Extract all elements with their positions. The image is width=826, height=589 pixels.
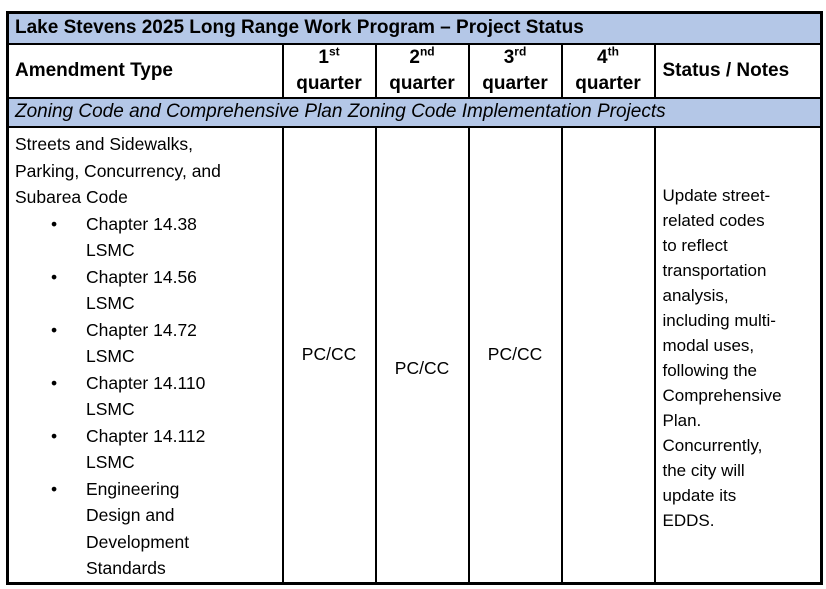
list-item: • Engineering Design and Development Stan…: [15, 476, 280, 582]
bullet-item-text: Chapter 14.112 LSMC: [86, 425, 206, 473]
project-row: Streets and Sidewalks, Parking, Concurre…: [6, 126, 823, 584]
list-item: • Chapter 14.38 LSMC: [15, 211, 280, 264]
quarter-3-word: quarter: [482, 73, 548, 94]
quarter-1-cell: PC/CC: [281, 126, 377, 584]
quarter-1-word: quarter: [296, 73, 362, 94]
quarter-3-ordinal: 3rd: [503, 44, 527, 68]
status-notes-text: Update street- related codes to reflect …: [662, 185, 782, 530]
list-item: • Chapter 14.110 LSMC: [15, 370, 280, 423]
list-item: • Chapter 14.112 LSMC: [15, 423, 280, 476]
quarter-4-ordinal: 4th: [597, 44, 619, 68]
list-item: • Chapter 14.56 LSMC: [15, 264, 280, 317]
bullet-icon: •: [51, 266, 58, 287]
bullet-item-text: Engineering Design and Development Stand…: [86, 478, 190, 579]
quarter-4-cell: [560, 126, 656, 584]
col-header-amendment-type: Amendment Type: [6, 43, 284, 99]
bullet-icon: •: [51, 372, 58, 393]
table-title: Lake Stevens 2025 Long Range Work Progra…: [6, 11, 823, 45]
section-header-row: Zoning Code and Comprehensive Plan Zonin…: [6, 97, 823, 128]
bullet-item-text: Chapter 14.72 LSMC: [86, 319, 197, 367]
quarter-4-word: quarter: [575, 73, 641, 94]
col-header-quarter-3: 3rd quarter: [467, 43, 563, 99]
bullet-icon: •: [51, 213, 58, 234]
col-header-quarter-1: 1st quarter: [281, 43, 377, 99]
col-header-status-notes: Status / Notes: [653, 43, 823, 99]
quarter-3-cell: PC/CC: [467, 126, 563, 584]
quarter-2-ordinal: 2nd: [409, 44, 435, 68]
amendment-type-cell: Streets and Sidewalks, Parking, Concurre…: [6, 126, 284, 584]
quarter-2-cell: PC/CC: [374, 126, 470, 584]
quarter-1-value: PC/CC: [301, 344, 357, 365]
bullet-icon: •: [51, 319, 58, 340]
quarter-2-word: quarter: [389, 73, 455, 94]
quarter-1-ordinal: 1st: [318, 44, 340, 68]
work-program-table: Lake Stevens 2025 Long Range Work Progra…: [6, 11, 824, 585]
column-header-row: Amendment Type 1st quarter 2nd quarter 3…: [6, 43, 823, 99]
bullet-item-text: Chapter 14.56 LSMC: [86, 266, 197, 314]
amendment-title: Streets and Sidewalks, Parking, Concurre…: [15, 134, 221, 207]
quarter-2-value: PC/CC: [394, 358, 450, 379]
col-header-quarter-4: 4th quarter: [560, 43, 656, 99]
bullet-icon: •: [51, 478, 58, 499]
status-notes-cell: Update street- related codes to reflect …: [653, 126, 823, 584]
bullet-item-text: Chapter 14.110 LSMC: [86, 372, 206, 420]
section-header: Zoning Code and Comprehensive Plan Zonin…: [6, 97, 823, 128]
quarter-3-value: PC/CC: [487, 344, 543, 365]
bullet-item-text: Chapter 14.38 LSMC: [86, 213, 197, 261]
list-item: • Chapter 14.72 LSMC: [15, 317, 280, 370]
table-title-row: Lake Stevens 2025 Long Range Work Progra…: [6, 11, 823, 45]
amendment-bullet-list: • Chapter 14.38 LSMC • Chapter 14.56 LSMC …: [15, 211, 280, 582]
col-header-quarter-2: 2nd quarter: [374, 43, 470, 99]
bullet-icon: •: [51, 425, 58, 446]
